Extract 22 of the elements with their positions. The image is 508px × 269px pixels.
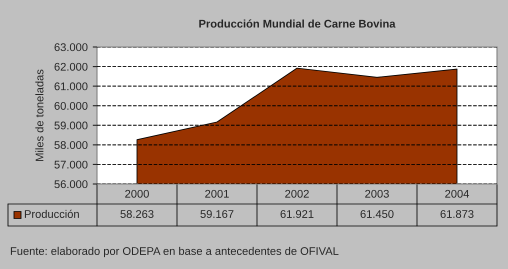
y-axis-title: Miles de toneladas (35, 70, 44, 161)
data-label: 58.263 (120, 210, 154, 218)
y-tick-label: 59.000 (54, 122, 88, 130)
x-tick-label: 2002 (285, 190, 309, 198)
x-tick-label: 2000 (125, 190, 149, 198)
data-label: 61.873 (440, 210, 474, 218)
chart-title: Producción Mundial de Carne Bovina (199, 19, 396, 28)
y-tick-label: 57.000 (54, 160, 88, 169)
x-tick-label: 2004 (445, 190, 470, 198)
data-label: 61.921 (280, 210, 314, 218)
source-note: Fuente: elaborado por ODEPA en base a antecedentes de OFIVAL (10, 246, 338, 258)
data-label: 59.167 (200, 210, 234, 218)
y-tick-label: 56.000 (54, 180, 88, 188)
x-tick-label: 2003 (365, 190, 389, 198)
y-tick-label: 58.000 (54, 141, 88, 149)
y-tick-label: 60.000 (54, 102, 88, 110)
y-tick-label: 62.000 (54, 62, 88, 71)
x-tick-label: 2001 (205, 190, 229, 198)
data-label: 61.450 (360, 210, 394, 218)
y-tick-label: 63.000 (54, 43, 88, 52)
y-tick-label: 61.000 (54, 82, 88, 90)
legend-label: Producción (24, 210, 79, 218)
